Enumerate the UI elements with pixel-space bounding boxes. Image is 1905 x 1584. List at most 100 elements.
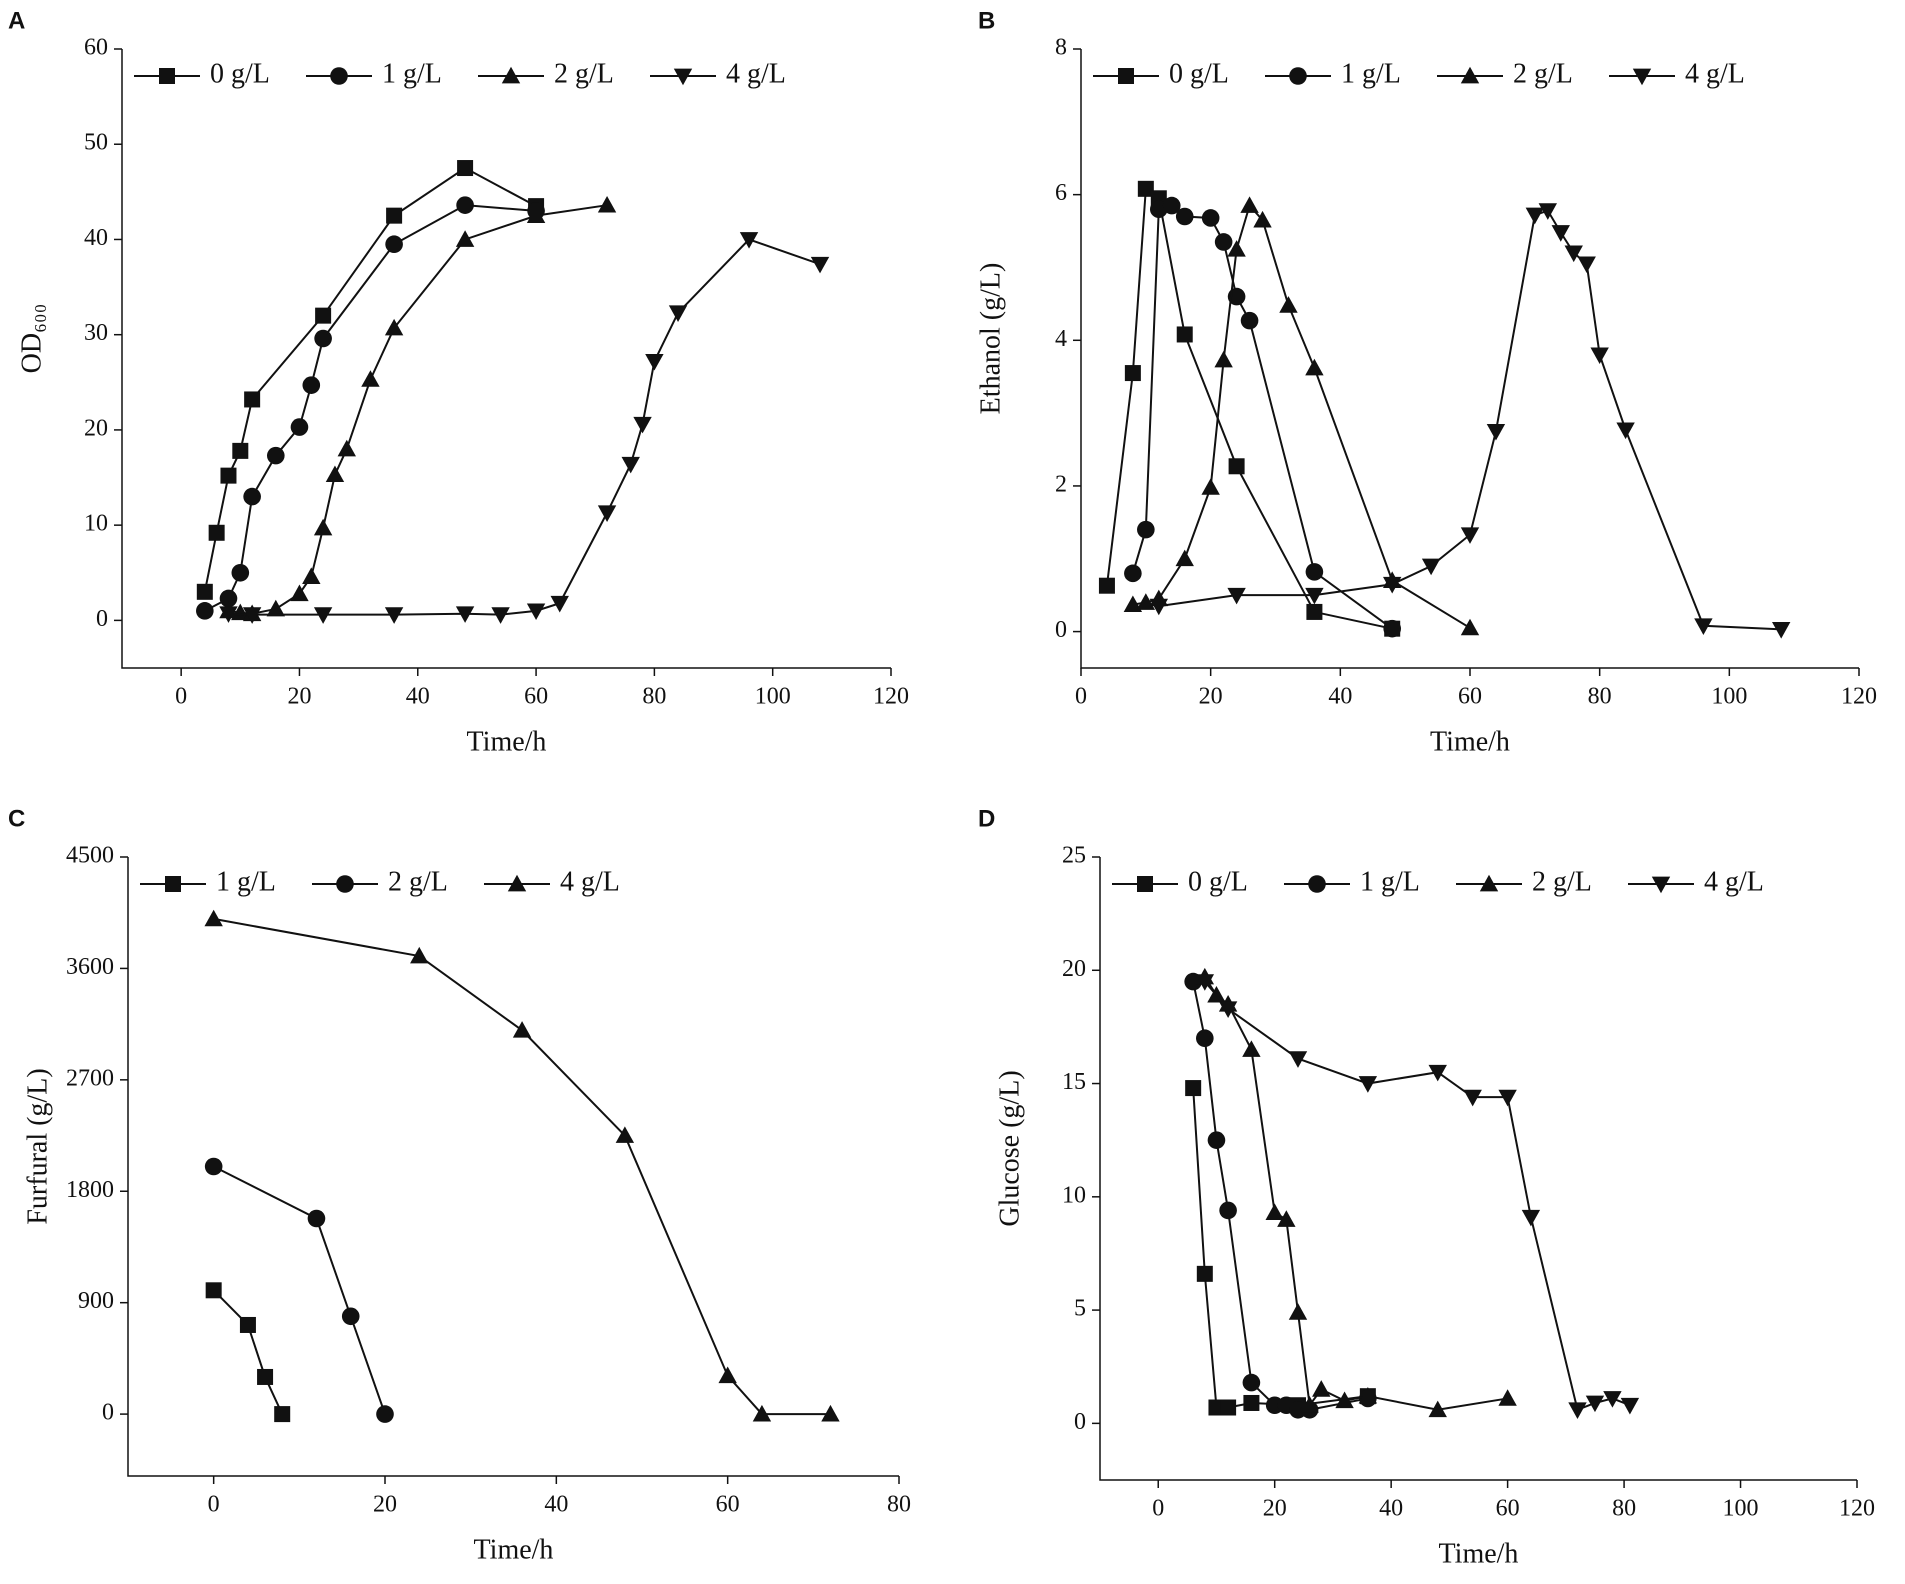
marker [633,416,652,434]
panel-label: C [8,805,25,832]
series-line [1204,980,1631,1412]
legend-label: 1 g/L [382,58,442,89]
y-tick-label: 4 [1055,326,1067,352]
marker [384,318,404,336]
marker [1196,1029,1214,1048]
x-tick-label: 80 [1612,1496,1636,1522]
marker [1195,974,1215,991]
x-tick-label: 0 [208,1492,220,1518]
marker [1288,1303,1308,1320]
y-tick-label: 8 [1055,35,1067,61]
x-axis-label: Time/h [1439,1538,1519,1569]
y-tick-label: 2700 [66,1065,114,1091]
marker [204,909,223,927]
marker [302,567,321,584]
y-tick-label: 3600 [66,954,114,980]
marker [1176,326,1193,343]
marker [1521,1209,1541,1227]
marker [455,606,475,623]
marker [821,1404,840,1422]
marker [1616,422,1635,440]
y-tick-label: 40 [84,225,108,251]
legend-label: 4 g/L [560,866,620,897]
x-tick-label: 80 [1588,684,1612,710]
marker [1479,874,1499,892]
y-tick-label: 5 [1074,1296,1086,1322]
marker [1551,225,1570,242]
marker [1460,618,1480,636]
marker [668,305,688,322]
marker [1227,587,1246,605]
x-axis-label: Time/h [467,726,547,757]
marker [457,160,474,177]
marker [1308,875,1326,893]
y-tick-label: 30 [84,320,108,346]
y-tick-label: 6 [1055,180,1067,206]
x-tick-label: 0 [175,684,187,710]
marker [1564,245,1583,263]
y-tick-label: 20 [84,415,108,441]
x-tick-label: 40 [544,1492,568,1518]
marker [1207,1131,1226,1149]
marker [307,1209,326,1228]
marker [1227,240,1246,257]
marker [196,583,213,600]
marker [673,68,693,86]
legend-label: 2 g/L [1513,58,1573,89]
x-tick-label: 40 [1328,684,1352,710]
marker [159,68,175,84]
marker [267,446,285,465]
marker [1243,1394,1260,1411]
marker [361,370,380,387]
marker [597,505,617,522]
marker [315,307,332,324]
legend-label: 0 g/L [1169,58,1229,89]
x-tick-label: 0 [1152,1496,1164,1522]
marker [1306,603,1323,620]
marker [1228,458,1245,475]
marker [1196,1265,1213,1282]
y-tick-label: 0 [96,606,108,632]
y-tick-label: 10 [1062,1182,1086,1208]
marker [314,329,332,348]
marker [1214,350,1233,368]
legend-label: 0 g/L [210,58,270,89]
y-tick-label: 20 [1062,956,1086,982]
marker [165,876,181,892]
marker [1098,577,1115,594]
x-tick-label: 20 [287,684,311,710]
marker [1162,196,1181,215]
series-line [204,204,537,612]
axis [121,49,891,669]
marker [1590,347,1609,365]
y-tick-label: 15 [1062,1069,1086,1095]
marker [810,256,830,274]
marker [1525,207,1545,225]
marker [597,195,617,213]
marker [1428,1400,1447,1418]
marker [1383,619,1401,638]
y-tick-label: 10 [84,511,108,537]
marker [1538,203,1557,220]
marker [204,1157,223,1176]
marker [1460,66,1480,84]
marker [385,235,403,254]
marker [330,67,348,85]
marker [1253,210,1272,228]
y-tick-label: 0 [1074,1409,1086,1435]
legend-label: 2 g/L [554,58,614,89]
marker [336,875,354,893]
marker [325,465,345,483]
axis [1099,857,1857,1481]
marker [290,584,309,602]
marker [1220,1399,1237,1416]
marker [219,606,238,623]
marker [243,487,261,506]
x-axis-label: Time/h [474,1534,554,1565]
x-tick-label: 60 [1496,1496,1520,1522]
marker [621,456,640,474]
marker [550,595,569,613]
legend-label: 4 g/L [1704,866,1764,897]
marker [507,874,527,892]
y-tick-label: 25 [1062,843,1086,869]
